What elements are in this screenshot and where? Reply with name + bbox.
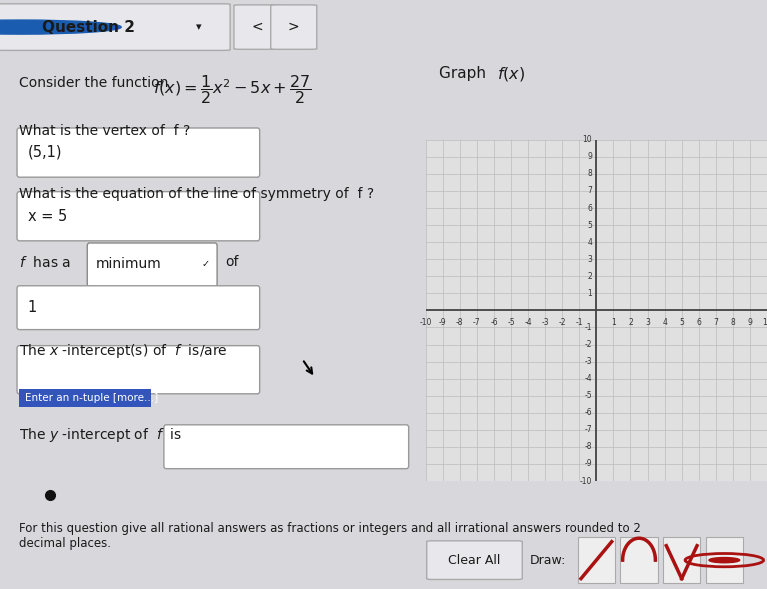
FancyBboxPatch shape [87, 243, 217, 287]
Text: -8: -8 [456, 318, 463, 327]
Text: $f$  has a: $f$ has a [19, 254, 71, 270]
Text: -5: -5 [584, 391, 592, 401]
FancyBboxPatch shape [19, 389, 151, 407]
Text: 10: 10 [582, 135, 592, 144]
Text: -3: -3 [542, 318, 549, 327]
FancyBboxPatch shape [426, 541, 522, 580]
FancyBboxPatch shape [578, 537, 615, 583]
Text: >: > [288, 20, 300, 34]
Text: -1: -1 [584, 323, 592, 332]
Text: minimum: minimum [96, 257, 162, 272]
Text: 4: 4 [662, 318, 667, 327]
Text: -3: -3 [584, 357, 592, 366]
Text: 5: 5 [588, 220, 592, 230]
Text: Draw:: Draw: [530, 554, 566, 567]
Text: What is the vertex of  f ?: What is the vertex of f ? [19, 124, 190, 138]
Text: -7: -7 [473, 318, 481, 327]
FancyBboxPatch shape [17, 346, 260, 394]
FancyBboxPatch shape [17, 128, 260, 177]
Text: -7: -7 [584, 425, 592, 434]
Text: Consider the function: Consider the function [19, 75, 169, 90]
Text: 6: 6 [588, 204, 592, 213]
Text: -4: -4 [525, 318, 532, 327]
Text: Enter an n-tuple [more...]: Enter an n-tuple [more...] [25, 393, 158, 403]
Text: 2: 2 [628, 318, 633, 327]
Text: $f(x)$: $f(x)$ [497, 65, 525, 82]
Text: 7: 7 [588, 187, 592, 196]
Text: -4: -4 [584, 374, 592, 383]
Text: Graph: Graph [439, 66, 491, 81]
Text: 7: 7 [713, 318, 718, 327]
Text: The $x$ -intercept(s) of  $f$  is/are: The $x$ -intercept(s) of $f$ is/are [19, 342, 228, 360]
Text: of: of [225, 254, 239, 269]
FancyBboxPatch shape [17, 286, 260, 330]
Text: 8: 8 [730, 318, 736, 327]
Text: 3: 3 [588, 254, 592, 264]
FancyBboxPatch shape [706, 537, 743, 583]
Text: 8: 8 [588, 170, 592, 178]
FancyBboxPatch shape [234, 5, 280, 49]
Text: 5: 5 [680, 318, 684, 327]
Text: (5,1): (5,1) [28, 144, 62, 160]
Text: For this question give all rational answers as fractions or integers and all irr: For this question give all rational answ… [19, 522, 641, 550]
Circle shape [0, 20, 121, 34]
Text: 10: 10 [762, 318, 767, 327]
Text: Question 2: Question 2 [42, 19, 135, 35]
FancyBboxPatch shape [663, 537, 700, 583]
Text: 1: 1 [588, 289, 592, 298]
Text: -1: -1 [575, 318, 583, 327]
Text: 9: 9 [588, 153, 592, 161]
Text: ✓: ✓ [202, 259, 209, 269]
Text: 9: 9 [748, 318, 752, 327]
Text: -6: -6 [584, 408, 592, 417]
Text: -9: -9 [584, 459, 592, 468]
Text: The $y$ -intercept of  $f$  is: The $y$ -intercept of $f$ is [19, 426, 183, 444]
Circle shape [709, 558, 739, 562]
Text: -5: -5 [507, 318, 515, 327]
Text: $f(x) = \dfrac{1}{2}x^2 - 5x + \dfrac{27}{2}$: $f(x) = \dfrac{1}{2}x^2 - 5x + \dfrac{27… [153, 73, 311, 106]
Text: 1: 1 [611, 318, 616, 327]
Text: 3: 3 [645, 318, 650, 327]
Text: -6: -6 [490, 318, 498, 327]
Text: -2: -2 [584, 340, 592, 349]
Text: 4: 4 [588, 237, 592, 247]
Text: -10: -10 [580, 477, 592, 485]
FancyBboxPatch shape [0, 4, 230, 51]
Text: 6: 6 [696, 318, 701, 327]
Text: -2: -2 [558, 318, 566, 327]
Text: -10: -10 [420, 318, 432, 327]
FancyBboxPatch shape [621, 537, 658, 583]
Text: <: < [251, 20, 263, 34]
Text: ▾: ▾ [196, 22, 201, 32]
Text: Clear All: Clear All [448, 554, 501, 567]
Text: -8: -8 [584, 442, 592, 451]
Text: 2: 2 [588, 272, 592, 281]
Text: x = 5: x = 5 [28, 209, 67, 224]
Text: What is the equation of the line of symmetry of  f ?: What is the equation of the line of symm… [19, 187, 374, 201]
FancyBboxPatch shape [271, 5, 317, 49]
FancyBboxPatch shape [164, 425, 409, 469]
Text: 1: 1 [28, 300, 37, 315]
Text: -9: -9 [439, 318, 446, 327]
FancyBboxPatch shape [17, 191, 260, 241]
